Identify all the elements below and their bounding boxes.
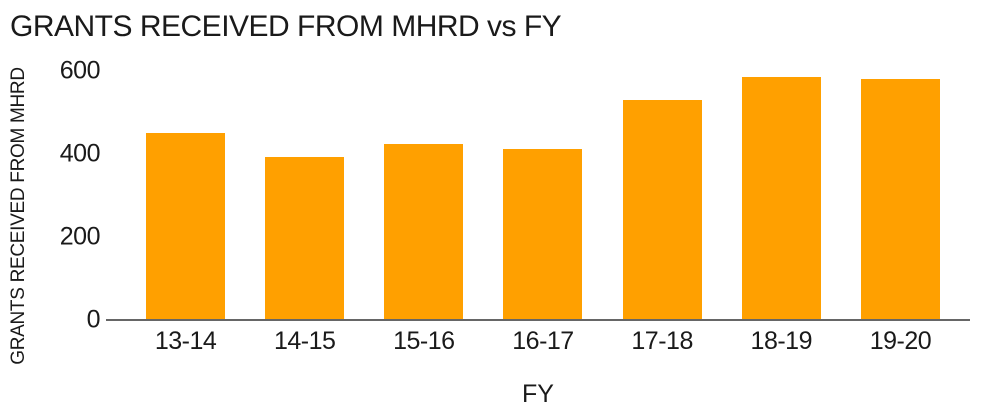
x-tick-label: 17-18 xyxy=(631,327,693,355)
bars-container xyxy=(106,71,970,320)
bar xyxy=(265,156,345,320)
x-axis-tick-labels: 13-14 14-15 15-16 16-17 17-18 18-19 19-20 xyxy=(106,327,970,356)
y-tick-label: 400 xyxy=(59,139,101,168)
bar-slot xyxy=(126,71,245,320)
bar xyxy=(741,77,821,320)
bar xyxy=(146,133,226,320)
x-tick-label: 16-17 xyxy=(512,327,574,355)
bar-slot xyxy=(841,71,960,320)
y-tick-label: 200 xyxy=(59,222,101,251)
bar xyxy=(622,100,702,320)
bar-slot xyxy=(603,71,722,320)
x-tick-label: 19-20 xyxy=(869,327,932,355)
bar-slot xyxy=(245,71,364,320)
x-tick-label: 14-15 xyxy=(273,327,336,355)
bar xyxy=(503,149,583,320)
x-tick-label: 15-16 xyxy=(393,327,455,355)
bar-slot xyxy=(483,71,602,320)
bar xyxy=(860,79,940,320)
y-tick-label: 600 xyxy=(59,56,101,85)
chart-title: GRANTS RECEIVED FROM MHRD vs FY xyxy=(10,10,562,43)
x-axis-line xyxy=(106,319,970,321)
y-tick-label: 0 xyxy=(86,305,101,334)
bar-slot xyxy=(364,71,483,320)
x-axis-title: FY xyxy=(522,380,554,408)
x-tick-label: 18-19 xyxy=(750,327,813,355)
bar-slot xyxy=(722,71,841,320)
bar xyxy=(384,143,464,320)
plot-area xyxy=(106,71,970,321)
y-axis-tick-labels: 600 400 200 0 xyxy=(0,57,101,334)
x-tick-label: 13-14 xyxy=(154,327,217,355)
